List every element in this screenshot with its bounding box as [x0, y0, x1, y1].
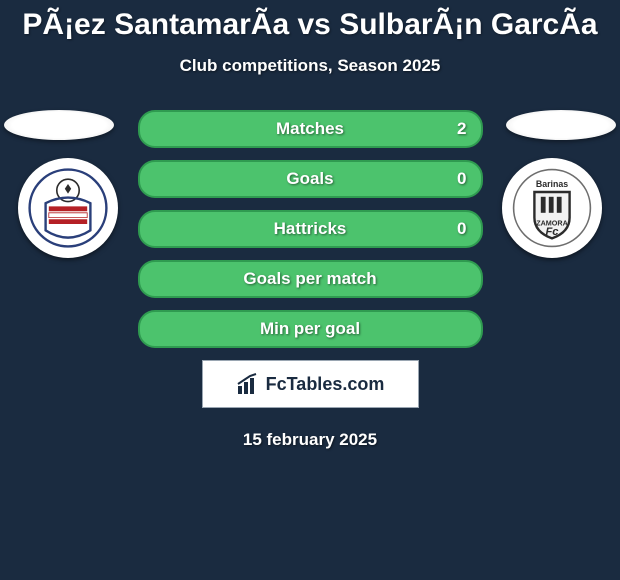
stat-label: Goals per match — [243, 269, 376, 289]
infographic-root: PÃ¡ez SantamarÃ­a vs SulbarÃ¡n GarcÃ­a C… — [0, 0, 620, 580]
stat-row-matches: Matches 2 — [138, 110, 483, 148]
stat-label: Goals — [286, 169, 333, 189]
right-team-badge: Barinas ZAMORA Fc — [502, 158, 602, 258]
stat-value: 2 — [457, 119, 466, 139]
stat-value: 0 — [457, 169, 466, 189]
source-logo-text: FcTables.com — [266, 374, 385, 395]
stat-label: Matches — [276, 119, 344, 139]
stat-value: 0 — [457, 219, 466, 239]
right-team-badge-icon: Barinas ZAMORA Fc — [512, 168, 592, 248]
stat-label: Hattricks — [274, 219, 347, 239]
content-area: Barinas ZAMORA Fc Matches 2 Goals 0 Hatt… — [0, 110, 620, 450]
stat-row-goals-per-match: Goals per match — [138, 260, 483, 298]
stat-row-hattricks: Hattricks 0 — [138, 210, 483, 248]
right-player-ellipse — [506, 110, 616, 140]
date-text: 15 february 2025 — [0, 430, 620, 450]
page-subtitle: Club competitions, Season 2025 — [0, 56, 620, 76]
bars-icon — [236, 372, 260, 396]
page-title: PÃ¡ez SantamarÃ­a vs SulbarÃ¡n GarcÃ­a — [0, 0, 620, 42]
left-player-ellipse — [4, 110, 114, 140]
stats-list: Matches 2 Goals 0 Hattricks 0 Goals per … — [138, 110, 483, 348]
stat-label: Min per goal — [260, 319, 360, 339]
stat-row-goals: Goals 0 — [138, 160, 483, 198]
left-team-badge — [18, 158, 118, 258]
left-team-badge-icon — [28, 168, 108, 248]
source-logo: FcTables.com — [202, 360, 419, 408]
stat-row-min-per-goal: Min per goal — [138, 310, 483, 348]
svg-text:Barinas: Barinas — [536, 179, 568, 189]
svg-text:Fc: Fc — [545, 226, 559, 238]
